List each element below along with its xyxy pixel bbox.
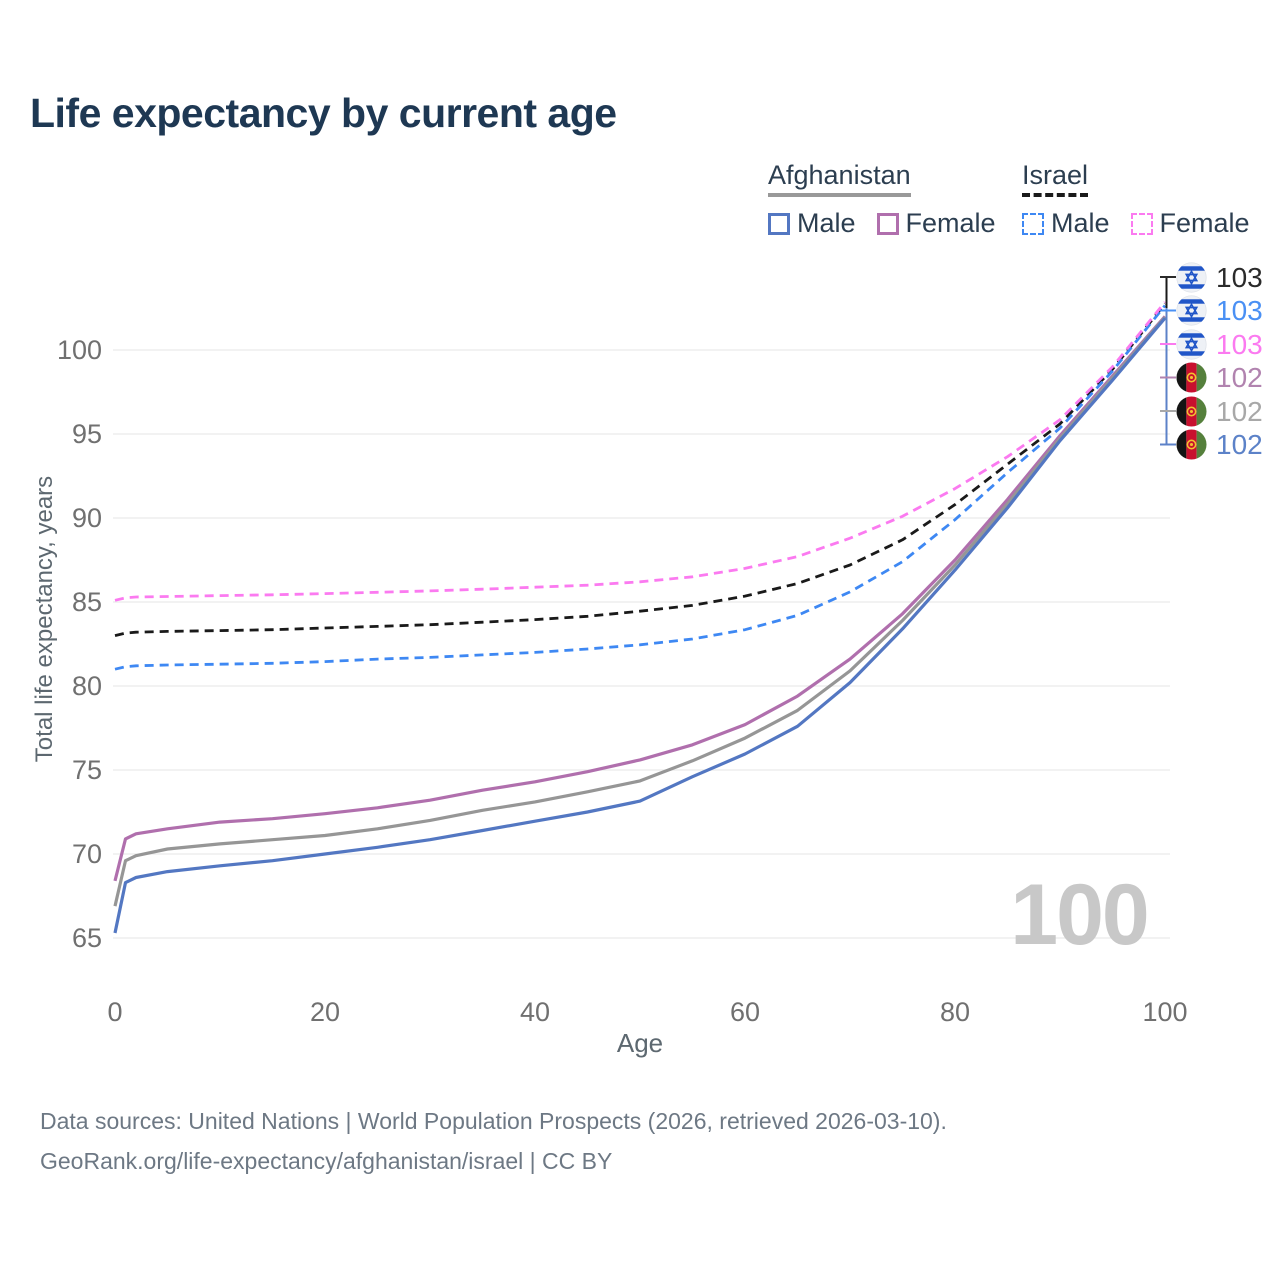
end-value: 102 xyxy=(1216,429,1263,460)
legend-item-label: Male xyxy=(1051,208,1110,239)
end-value: 102 xyxy=(1216,395,1263,427)
x-tick-label-100: 100 xyxy=(1142,997,1188,1027)
age-watermark: 100 xyxy=(1010,867,1150,963)
legend-items-israel: Male Female xyxy=(1022,208,1250,239)
y-tick-label-65: 65 xyxy=(71,923,102,953)
series-line-israel-total[interactable] xyxy=(114,302,1167,637)
end-label-israel-total: 103 xyxy=(1176,261,1263,294)
legend-group-afghanistan: Afghanistan Male Female xyxy=(768,160,996,239)
israel-flag-icon xyxy=(1176,261,1207,293)
page-title: Life expectancy by current age xyxy=(30,90,617,136)
end-label-afghanistan-male: 102 xyxy=(1176,428,1263,461)
legend-group-israel: Israel Male Female xyxy=(1022,160,1250,239)
end-value: 103 xyxy=(1216,295,1263,326)
afghanistan-flag-icon xyxy=(1176,362,1207,393)
legend-item-label: Female xyxy=(905,208,996,239)
end-label-afghanistan-female: 102 xyxy=(1176,361,1263,394)
footer-attribution: GeoRank.org/life-expectancy/afghanistan/… xyxy=(40,1148,613,1174)
legend-item-label: Male xyxy=(797,208,856,239)
end-label-israel-male: 103 xyxy=(1176,294,1263,327)
x-tick-label-40: 40 xyxy=(519,997,551,1027)
legend-item-afghanistan-female[interactable]: Female xyxy=(876,208,996,239)
end-value: 103 xyxy=(1216,261,1263,293)
end-value: 102 xyxy=(1216,362,1263,393)
end-label-israel-female: 103 xyxy=(1176,328,1263,361)
y-tick-label-95: 95 xyxy=(71,419,102,449)
y-tick-label-90: 90 xyxy=(71,503,102,533)
x-tick-label-60: 60 xyxy=(729,997,761,1027)
legend-item-israel-female[interactable]: Female xyxy=(1130,208,1250,239)
line-swatch-icon xyxy=(1022,212,1044,235)
line-swatch-icon xyxy=(876,212,899,235)
x-tick-label-0: 0 xyxy=(107,997,123,1027)
legend-items-afghanistan: Male Female xyxy=(768,208,996,239)
series-line-israel-female[interactable] xyxy=(114,301,1167,602)
series-line-israel-male[interactable] xyxy=(114,304,1167,671)
legend-item-afghanistan-male[interactable]: Male xyxy=(768,208,856,239)
x-axis-title: Age xyxy=(616,1028,664,1058)
legend-item-israel-male[interactable]: Male xyxy=(1022,208,1110,239)
x-tick-label-20: 20 xyxy=(309,997,341,1027)
y-tick-label-75: 75 xyxy=(71,755,102,785)
line-swatch-icon xyxy=(1130,212,1153,235)
legend-header-israel[interactable]: Israel xyxy=(1022,160,1089,198)
israel-flag-icon xyxy=(1176,328,1207,360)
y-axis-title: Total life expectancy, years xyxy=(31,475,58,763)
y-tick-label-70: 70 xyxy=(71,839,102,869)
afghanistan-flag-icon xyxy=(1176,395,1207,427)
israel-flag-icon xyxy=(1176,295,1207,326)
footer-data-sources: Data sources: United Nations | World Pop… xyxy=(40,1108,947,1134)
legend-header-afghanistan[interactable]: Afghanistan xyxy=(768,160,911,198)
legend-item-label: Female xyxy=(1159,208,1250,239)
afghanistan-flag-icon xyxy=(1176,429,1207,460)
line-swatch-icon xyxy=(768,212,790,235)
end-value: 103 xyxy=(1216,328,1263,360)
y-tick-label-80: 80 xyxy=(71,671,102,701)
y-tick-label-100: 100 xyxy=(56,335,102,365)
series-line-afghanistan-male[interactable] xyxy=(113,317,1167,934)
series-line-afghanistan-female[interactable] xyxy=(113,315,1167,882)
x-tick-label-80: 80 xyxy=(939,997,971,1027)
end-label-afghanistan-total: 102 xyxy=(1176,395,1263,428)
series-line-afghanistan-total[interactable] xyxy=(113,316,1167,907)
y-tick-label-85: 85 xyxy=(71,587,102,617)
